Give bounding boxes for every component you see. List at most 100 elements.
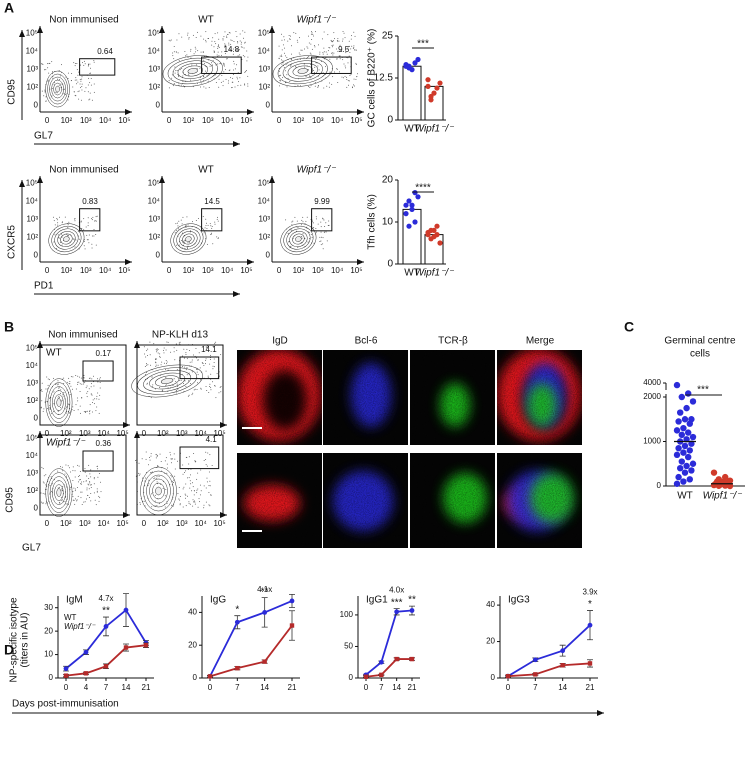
stain bbox=[497, 453, 582, 548]
event-dot bbox=[87, 483, 89, 485]
event-dot bbox=[53, 241, 55, 243]
event-dot bbox=[300, 224, 302, 226]
event-dot bbox=[206, 243, 208, 245]
event-dot bbox=[218, 392, 220, 394]
data-point bbox=[262, 659, 267, 664]
gate bbox=[179, 356, 220, 380]
event-dot bbox=[193, 453, 195, 455]
event-dot bbox=[74, 220, 76, 222]
event-dot bbox=[145, 477, 147, 479]
event-dot bbox=[188, 502, 190, 504]
event-dot bbox=[90, 484, 92, 486]
event-dot bbox=[205, 358, 207, 360]
event-dot bbox=[86, 392, 88, 394]
event-dot bbox=[322, 248, 324, 250]
event-dot bbox=[176, 229, 178, 231]
event-dot bbox=[151, 386, 153, 388]
event-dot bbox=[57, 78, 59, 80]
x-tick-label: 21 bbox=[586, 683, 595, 692]
plot-title: NP-KLH d13 bbox=[152, 330, 209, 341]
event-dot bbox=[207, 376, 209, 378]
fold-change: 4.0x bbox=[389, 586, 404, 595]
event-dot bbox=[75, 388, 77, 390]
event-dot bbox=[197, 488, 199, 490]
event-dot bbox=[349, 51, 351, 53]
event-dot bbox=[279, 79, 281, 81]
event-dot bbox=[217, 46, 219, 48]
event-dot bbox=[203, 507, 205, 509]
event-dot bbox=[337, 40, 339, 42]
event-dot bbox=[186, 367, 188, 369]
event-dot bbox=[145, 363, 147, 365]
event-dot bbox=[282, 62, 284, 64]
event-dot bbox=[95, 220, 97, 222]
event-dot bbox=[69, 410, 71, 412]
event-dot bbox=[79, 470, 81, 472]
event-dot bbox=[73, 487, 75, 489]
event-dot bbox=[43, 502, 45, 504]
event-dot bbox=[336, 58, 338, 60]
event-dot bbox=[177, 493, 179, 495]
event-dot bbox=[301, 219, 303, 221]
event-dot bbox=[307, 241, 309, 243]
event-dot bbox=[353, 45, 355, 47]
event-dot bbox=[96, 491, 98, 493]
event-dot bbox=[163, 352, 165, 354]
event-dot bbox=[342, 59, 344, 61]
event-dot bbox=[173, 479, 175, 481]
data-point bbox=[681, 469, 689, 476]
event-dot bbox=[157, 349, 159, 351]
gate-value: 0.17 bbox=[96, 349, 112, 358]
event-dot bbox=[283, 67, 285, 69]
event-dot bbox=[58, 79, 60, 81]
contour bbox=[173, 225, 204, 253]
event-dot bbox=[86, 487, 88, 489]
event-dot bbox=[79, 483, 81, 485]
x-tick-label: 10³ bbox=[80, 116, 92, 125]
event-dot bbox=[164, 495, 166, 497]
event-dot bbox=[196, 492, 198, 494]
x-tick-label: 10³ bbox=[176, 429, 188, 438]
event-dot bbox=[222, 39, 224, 41]
event-dot bbox=[150, 364, 152, 366]
event-dot bbox=[83, 481, 85, 483]
event-dot bbox=[199, 76, 201, 78]
y-tick-label: 25 bbox=[382, 31, 394, 42]
event-dot bbox=[333, 52, 335, 54]
event-dot bbox=[192, 486, 194, 488]
event-dot bbox=[80, 80, 82, 82]
event-dot bbox=[281, 33, 283, 35]
contour bbox=[185, 236, 192, 242]
event-dot bbox=[204, 227, 206, 229]
event-dot bbox=[293, 32, 295, 34]
event-dot bbox=[74, 218, 76, 220]
event-dot bbox=[87, 64, 89, 66]
data-point bbox=[425, 83, 431, 89]
data-point bbox=[406, 198, 412, 204]
event-dot bbox=[220, 54, 222, 56]
event-dot bbox=[217, 45, 219, 47]
y-tick-label: 0 bbox=[34, 251, 39, 260]
y-axis-label: CXCR5 bbox=[7, 225, 18, 259]
event-dot bbox=[324, 225, 326, 227]
event-dot bbox=[79, 475, 81, 477]
event-dot bbox=[281, 49, 283, 51]
event-dot bbox=[292, 220, 294, 222]
event-dot bbox=[95, 410, 97, 412]
x-tick-label: 10⁵ bbox=[118, 116, 130, 125]
event-dot bbox=[186, 457, 188, 459]
event-dot bbox=[206, 227, 208, 229]
event-dot bbox=[93, 477, 95, 479]
event-dot bbox=[81, 83, 83, 85]
micrograph bbox=[410, 350, 495, 445]
data-point bbox=[123, 607, 129, 613]
event-dot bbox=[73, 91, 75, 93]
event-dot bbox=[200, 51, 202, 53]
event-dot bbox=[40, 501, 42, 503]
event-dot bbox=[202, 215, 204, 217]
event-dot bbox=[54, 383, 56, 385]
event-dot bbox=[191, 371, 193, 373]
event-dot bbox=[233, 63, 235, 65]
event-dot bbox=[91, 235, 93, 237]
